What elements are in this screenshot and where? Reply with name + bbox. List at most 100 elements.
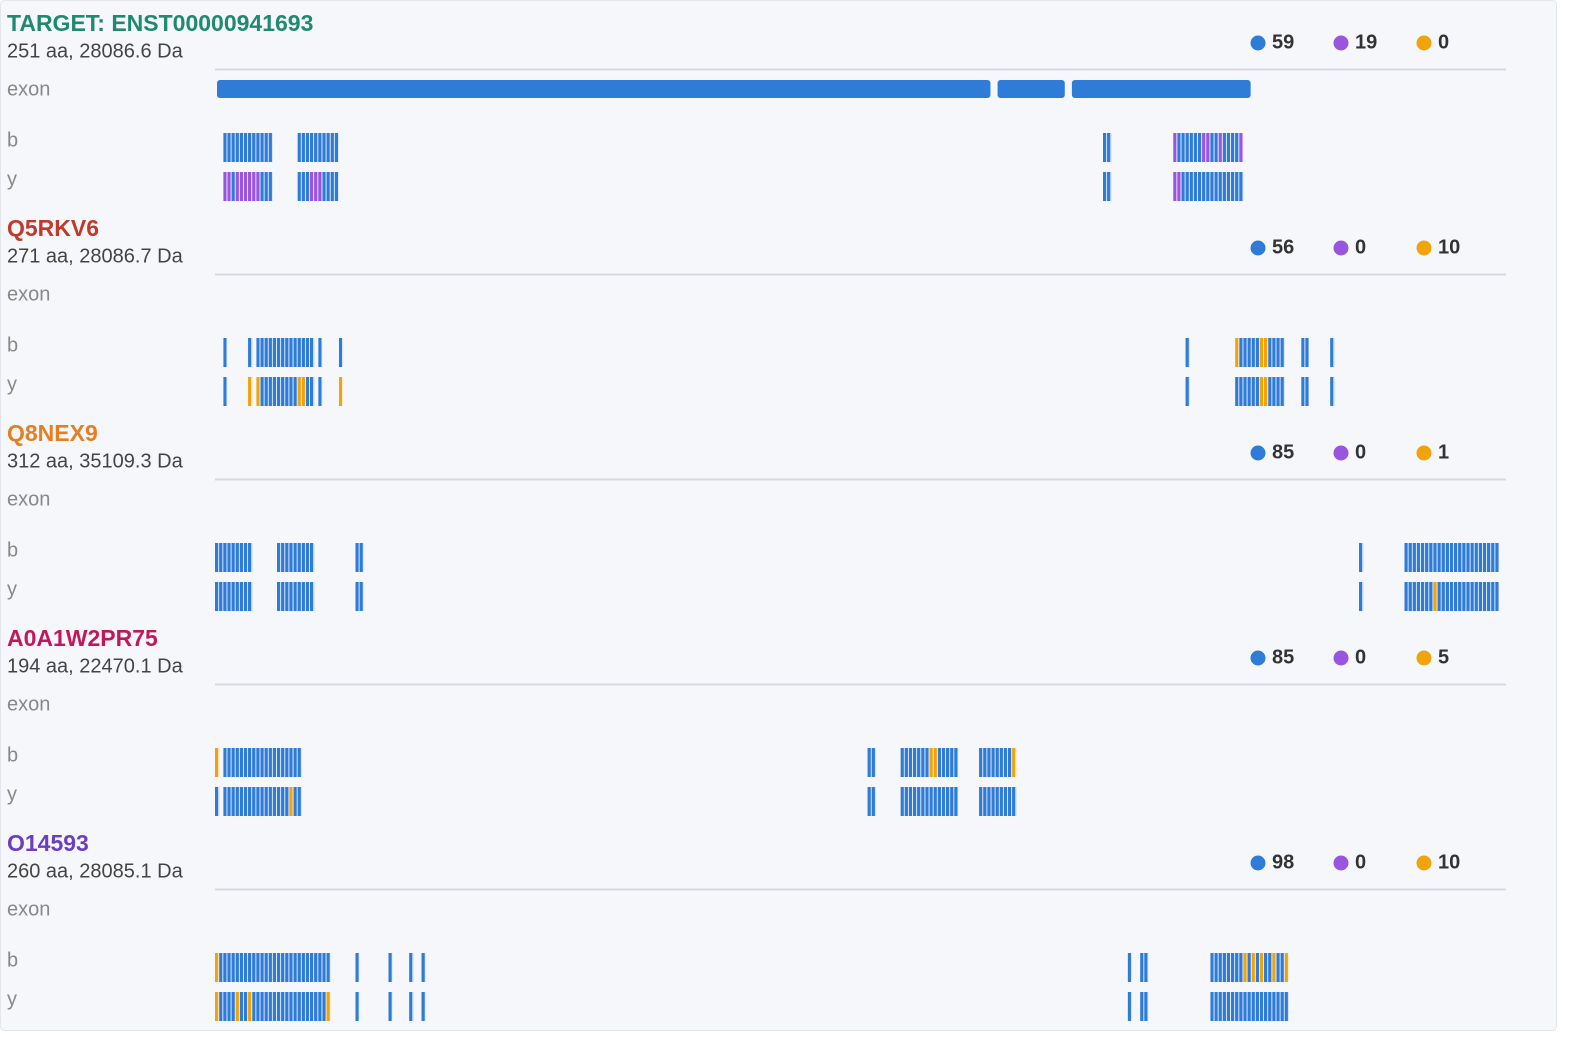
ion-run [338,338,344,367]
ion-run [297,377,306,406]
ion-run [355,543,364,572]
ion-count: 0 [1438,31,1449,53]
ion-run [276,582,315,611]
protein-subtitle: 194 aa, 22470.1 Da [7,655,184,677]
ion-run [409,992,414,1021]
ion-run [260,172,273,201]
ion-run [293,787,302,816]
row-label: y [7,783,17,805]
ion-run [219,953,331,982]
ion-run [1202,133,1211,162]
ion-count: 85 [1272,646,1294,668]
ion-run [223,377,228,406]
ion-run [215,748,220,777]
ion-run [297,133,339,162]
ion-count: 59 [1272,31,1294,53]
ion-count: 0 [1355,851,1366,873]
ion-run [355,582,364,611]
ion-run [1012,748,1017,777]
ion-run [979,748,1013,777]
panel [0,0,1557,1031]
ion-run [1127,953,1132,982]
ion-run [223,338,228,367]
ion-run [867,748,876,777]
count-dot [1333,855,1349,871]
ion-run [215,543,253,572]
count-dot [1416,650,1432,666]
ion-run [421,992,426,1021]
row-label: y [7,373,17,395]
ion-run [297,172,310,201]
ion-run [248,338,253,367]
ion-run [1210,133,1219,162]
count-dot [1416,240,1432,256]
row-label: exon [7,693,50,715]
row-label: y [7,168,17,190]
ion-count: 0 [1355,236,1366,258]
ion-run [1255,953,1260,982]
ion-run [1330,377,1335,406]
ion-run [1251,953,1256,982]
ion-run [1404,582,1434,611]
row-label: exon [7,488,50,510]
ion-run [1433,582,1438,611]
ion-run [1239,338,1260,367]
ion-run [1140,992,1149,1021]
ion-run [1235,377,1260,406]
count-dot [1333,650,1349,666]
ion-run [1284,953,1289,982]
row-label: b [7,539,18,561]
ion-run [215,992,220,1021]
ion-run [1264,953,1273,982]
ion-run [248,377,253,406]
protein-subtitle: 260 aa, 28085.1 Da [7,860,184,882]
ion-run [326,992,331,1021]
protein-title: Q5RKV6 [7,215,99,241]
count-dot [1333,240,1349,256]
ion-count: 1 [1438,441,1449,463]
protein-title: Q8NEX9 [7,420,98,446]
ion-run [1276,953,1285,982]
ion-run [937,748,959,777]
ion-run [235,992,240,1021]
ion-run [256,377,261,406]
ion-run [355,992,360,1021]
ion-run [929,748,938,777]
ion-run [1239,133,1244,162]
ion-run [1268,338,1285,367]
ion-count: 56 [1272,236,1294,258]
row-label: b [7,949,18,971]
ion-count: 85 [1272,441,1294,463]
exon [217,80,991,98]
ion-run [289,787,294,816]
ion-run [1181,172,1244,201]
row-label: exon [7,283,50,305]
ion-run [1359,543,1364,572]
ion-run [1259,338,1269,367]
ion-run [1247,953,1252,982]
row-label: y [7,988,17,1010]
count-dot [1416,445,1432,461]
ion-count: 10 [1438,236,1460,258]
ion-run [322,172,339,201]
exon [997,80,1065,98]
ion-count: 0 [1355,646,1366,668]
ion-run [215,582,253,611]
row-label: b [7,744,18,766]
ion-run [1301,377,1310,406]
ion-run [1301,338,1310,367]
ion-run [235,172,261,201]
ion-run [867,787,876,816]
ion-run [388,992,393,1021]
ion-run [1185,377,1190,406]
ion-run [252,992,327,1021]
ion-run [223,748,302,777]
ion-run [1437,582,1500,611]
protein-title: TARGET: ENST00000941693 [7,10,313,36]
ion-run [1218,133,1223,162]
row-label: b [7,129,18,151]
ion-run [1330,338,1335,367]
ion-run [338,377,344,406]
ion-run [1177,133,1203,162]
